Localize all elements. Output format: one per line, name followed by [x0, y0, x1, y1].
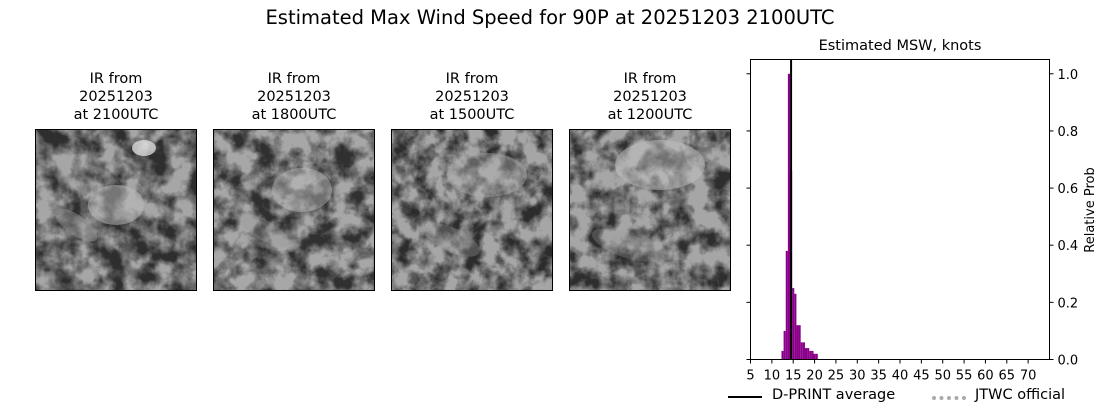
- y-tick-label: 0.4: [1058, 239, 1079, 254]
- y-tick-label: 0.8: [1058, 125, 1079, 140]
- x-tick-label: 55: [956, 369, 973, 384]
- histogram-bar: [783, 330, 786, 360]
- legend-dprint-swatch: [728, 396, 762, 398]
- x-tick-label: 50: [934, 369, 951, 384]
- x-tick-label: 25: [828, 369, 845, 384]
- x-tick-label: 35: [870, 369, 887, 384]
- histogram-bar: [798, 325, 801, 360]
- ir-panel-1800: IR from 20251203 at 1800UTC: [213, 70, 375, 291]
- x-tick-label: 20: [806, 369, 823, 384]
- x-tick-label: 65: [999, 369, 1016, 384]
- ir-satellite-image: [35, 129, 197, 291]
- x-tick-label: 30: [849, 369, 866, 384]
- histogram-bar: [781, 350, 784, 360]
- ir-panel-1500: IR from 20251203 at 1500UTC: [391, 70, 553, 291]
- figure-title: Estimated Max Wind Speed for 90P at 2025…: [265, 6, 835, 29]
- histogram-bar: [794, 293, 797, 360]
- histogram-bar: [802, 342, 805, 360]
- legend-dprint-label: D-PRINT average: [772, 387, 896, 403]
- x-tick-label: 70: [1020, 369, 1037, 384]
- y-tick-label: 0.6: [1058, 182, 1079, 197]
- histogram-bar: [792, 288, 795, 360]
- ir-panel-1200: IR from 20251203 at 1200UTC: [569, 70, 731, 291]
- ir-panel-2100: IR from 20251203 at 2100UTC: [35, 70, 197, 291]
- ir-panel-title: IR from 20251203 at 2100UTC: [73, 71, 159, 123]
- ir-satellite-image: [569, 129, 731, 291]
- y-tick-label: 0.2: [1058, 296, 1079, 311]
- x-tick-label: 5: [746, 369, 754, 384]
- ir-satellite-image: [213, 129, 375, 291]
- histogram-bar: [787, 73, 791, 360]
- x-tick-label: 45: [913, 369, 930, 384]
- legend-jtwc-label: JTWC official: [975, 387, 1066, 403]
- histogram-bar: [800, 342, 803, 360]
- histogram-bar: [811, 350, 814, 360]
- ir-panel-title: IR from 20251203 at 1200UTC: [607, 71, 693, 123]
- y-tick-label: 1.0: [1058, 68, 1079, 83]
- histogram-bar: [785, 250, 788, 360]
- histogram-bar: [807, 348, 810, 360]
- histogram-bar: [815, 353, 818, 360]
- histogram-bar: [813, 353, 816, 360]
- legend-jtwc-swatch: [932, 396, 966, 400]
- histogram-bar: [809, 350, 812, 360]
- x-tick-label: 60: [977, 369, 994, 384]
- x-tick-label: 15: [785, 369, 802, 384]
- ir-satellite-image: [391, 129, 553, 291]
- y-tick-label: 0.0: [1058, 354, 1079, 369]
- x-tick-label: 10: [764, 369, 781, 384]
- chart-title: Estimated MSW, knots: [819, 38, 982, 54]
- ir-panel-title: IR from 20251203 at 1500UTC: [429, 71, 515, 123]
- y-axis-label: Relative Prob: [1083, 167, 1098, 252]
- ir-panel-title: IR from 20251203 at 1800UTC: [251, 71, 337, 123]
- histogram-bar: [796, 325, 799, 360]
- x-tick-label: 40: [892, 369, 909, 384]
- histogram-bar: [804, 348, 808, 360]
